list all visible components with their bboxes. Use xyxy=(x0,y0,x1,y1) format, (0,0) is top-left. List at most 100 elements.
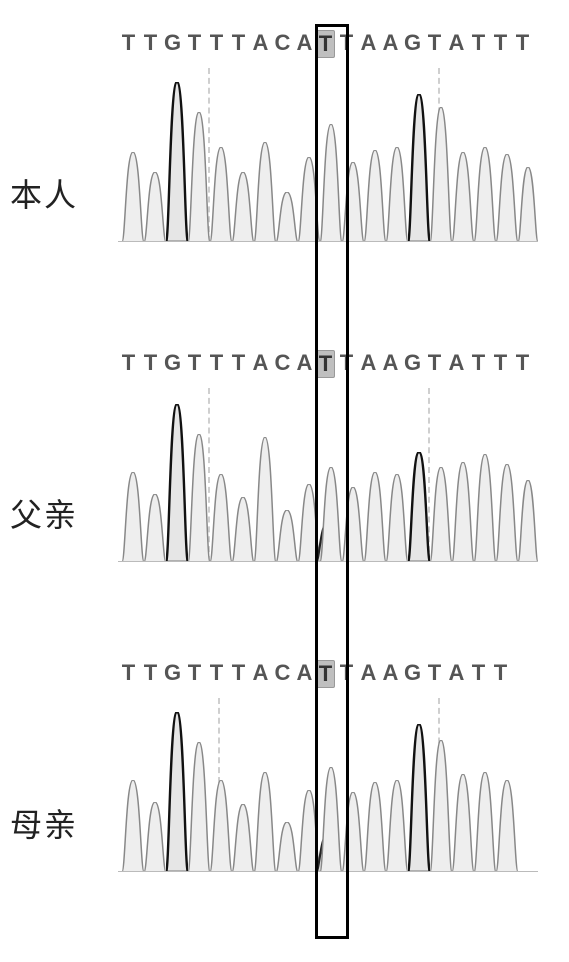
base-letter: A xyxy=(250,350,271,378)
chromatogram-peak xyxy=(210,780,232,872)
base-letter: T xyxy=(140,660,161,688)
base-letter: T xyxy=(206,660,227,688)
chromatogram-peak xyxy=(276,192,298,242)
base-letter: T xyxy=(118,660,139,688)
chromatogram-peak xyxy=(518,167,538,242)
chromatogram-peak xyxy=(254,437,276,562)
base-letter: G xyxy=(162,30,183,58)
chromatogram-peak xyxy=(166,82,188,242)
chromatogram-peak xyxy=(144,172,166,242)
base-letter: A xyxy=(446,660,467,688)
chromatogram-peak xyxy=(254,142,276,242)
chromatogram-peak xyxy=(276,510,298,562)
chromatogram-peak xyxy=(430,107,452,242)
sequencing-figure: 本人TTGTTTACATTAAGTATTT 父亲TTGTTTACATTAAGTA… xyxy=(0,0,569,962)
base-letter: C xyxy=(272,660,293,688)
base-letter: T xyxy=(228,660,249,688)
sample-label: 本人 xyxy=(10,170,78,216)
base-letter: T xyxy=(512,350,533,378)
sample-label: 父亲 xyxy=(10,490,78,536)
base-letter: T xyxy=(206,30,227,58)
base-letter: A xyxy=(294,660,315,688)
base-letter: G xyxy=(162,350,183,378)
base-letter: A xyxy=(358,660,379,688)
base-letter: G xyxy=(162,660,183,688)
variant-highlight-box xyxy=(315,24,349,939)
chromatogram-peak xyxy=(496,464,518,562)
base-letter: A xyxy=(446,30,467,58)
chromatogram-peak xyxy=(518,480,538,562)
chromatogram-peak xyxy=(166,712,188,872)
chromatogram-peak xyxy=(364,472,386,562)
base-letter: A xyxy=(380,30,401,58)
chromatogram-peak xyxy=(232,172,254,242)
chromatogram-peak xyxy=(452,152,474,242)
base-letter: T xyxy=(206,350,227,378)
base-letter: T xyxy=(490,660,511,688)
base-letter: T xyxy=(228,30,249,58)
base-letter: A xyxy=(250,30,271,58)
chromatogram-peak xyxy=(496,780,518,872)
base-letter: T xyxy=(490,350,511,378)
base-letter: T xyxy=(424,30,445,58)
base-letter: T xyxy=(184,30,205,58)
base-letter: T xyxy=(490,30,511,58)
base-letter: G xyxy=(402,350,423,378)
chromatogram-peak xyxy=(166,404,188,562)
chromatogram-peak xyxy=(122,780,144,872)
chromatogram-peak xyxy=(386,474,408,562)
base-letter: T xyxy=(118,350,139,378)
chromatogram-peak xyxy=(144,494,166,562)
base-letter: T xyxy=(184,660,205,688)
chromatogram-peak xyxy=(474,454,496,562)
chromatogram-peak xyxy=(364,782,386,872)
chromatogram-peak xyxy=(122,152,144,242)
base-letter: C xyxy=(272,350,293,378)
chromatogram-peak xyxy=(122,472,144,562)
chromatogram-peak xyxy=(210,474,232,562)
chromatogram-peak xyxy=(408,452,430,562)
base-letter: T xyxy=(468,30,489,58)
chromatogram-peak xyxy=(452,462,474,562)
chromatogram-peak xyxy=(364,150,386,242)
base-letter: T xyxy=(184,350,205,378)
chromatogram-peak xyxy=(188,434,210,562)
base-letter: A xyxy=(446,350,467,378)
base-letter: T xyxy=(512,30,533,58)
chromatogram-peak xyxy=(210,147,232,242)
chromatogram-peak xyxy=(386,147,408,242)
base-letter: A xyxy=(250,660,271,688)
chromatogram-peak xyxy=(474,147,496,242)
base-letter: A xyxy=(294,30,315,58)
chromatogram-peak xyxy=(188,742,210,872)
chromatogram-peak xyxy=(452,774,474,872)
chromatogram-peak xyxy=(232,497,254,562)
base-letter: T xyxy=(424,350,445,378)
base-letter: A xyxy=(294,350,315,378)
chromatogram-peak xyxy=(188,112,210,242)
chromatogram-peak xyxy=(254,772,276,872)
sample-label: 母亲 xyxy=(10,800,78,846)
base-letter: A xyxy=(358,350,379,378)
base-letter: T xyxy=(140,30,161,58)
base-letter: G xyxy=(402,30,423,58)
base-letter: T xyxy=(468,660,489,688)
base-letter: A xyxy=(358,30,379,58)
chromatogram-peak xyxy=(386,780,408,872)
chromatogram-peak xyxy=(408,724,430,872)
chromatogram-peak xyxy=(496,154,518,242)
chromatogram-peak xyxy=(430,467,452,562)
chromatogram-peak xyxy=(430,740,452,872)
base-letter: A xyxy=(380,350,401,378)
chromatogram-peak xyxy=(276,822,298,872)
chromatogram-peak xyxy=(474,772,496,872)
base-letter: T xyxy=(424,660,445,688)
base-letter: A xyxy=(380,660,401,688)
chromatogram-peak xyxy=(144,802,166,872)
base-letter: T xyxy=(468,350,489,378)
base-letter: C xyxy=(272,30,293,58)
base-letter: T xyxy=(228,350,249,378)
chromatogram-peak xyxy=(232,804,254,872)
base-letter: T xyxy=(140,350,161,378)
chromatogram-peak xyxy=(408,94,430,242)
